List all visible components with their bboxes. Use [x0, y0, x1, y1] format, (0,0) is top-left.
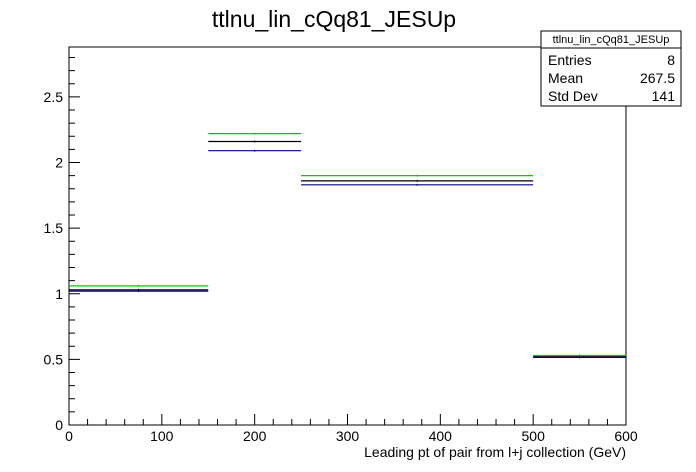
stats-entries-value: 8: [667, 52, 675, 68]
y-tick-label: 2.5: [44, 89, 64, 105]
stats-stddev-label: Std Dev: [548, 88, 598, 104]
x-axis-label: Leading pt of pair from l+j collection (…: [364, 444, 626, 460]
x-tick-label: 500: [522, 428, 546, 444]
stats-mean-value: 267.5: [640, 70, 675, 86]
y-tick-label: 0.5: [44, 351, 64, 367]
stats-box: ttlnu_lin_cQq81_JESUp Entries 8 Mean 267…: [540, 30, 682, 107]
x-tick-label: 200: [243, 428, 267, 444]
stats-stddev-value: 141: [652, 88, 676, 104]
x-tick-label: 300: [336, 428, 360, 444]
y-tick-label: 1: [55, 286, 63, 302]
x-tick-label: 400: [429, 428, 453, 444]
y-tick-label: 1.5: [44, 220, 64, 236]
y-axis-ticks: [69, 57, 80, 426]
y-tick-label: 0: [55, 417, 63, 433]
y-tick-label: 2: [55, 155, 63, 171]
stats-mean-label: Mean: [548, 70, 583, 86]
x-axis-ticks: [68, 414, 627, 425]
stats-box-title: ttlnu_lin_cQq81_JESUp: [553, 34, 670, 46]
chart-title: ttlnu_lin_cQq81_JESUp: [212, 6, 456, 32]
x-tick-label: 600: [614, 428, 638, 444]
stats-entries-label: Entries: [548, 52, 592, 68]
y-axis-tick-labels: 0 0.5 1 1.5 2 2.5: [44, 89, 64, 433]
x-tick-label: 100: [150, 428, 174, 444]
x-tick-label: 0: [65, 428, 73, 444]
stats-box-frame: [540, 30, 682, 107]
x-axis-tick-labels: 0 100 200 300 400 500 600: [65, 428, 638, 444]
histogram-series: [69, 132, 626, 359]
